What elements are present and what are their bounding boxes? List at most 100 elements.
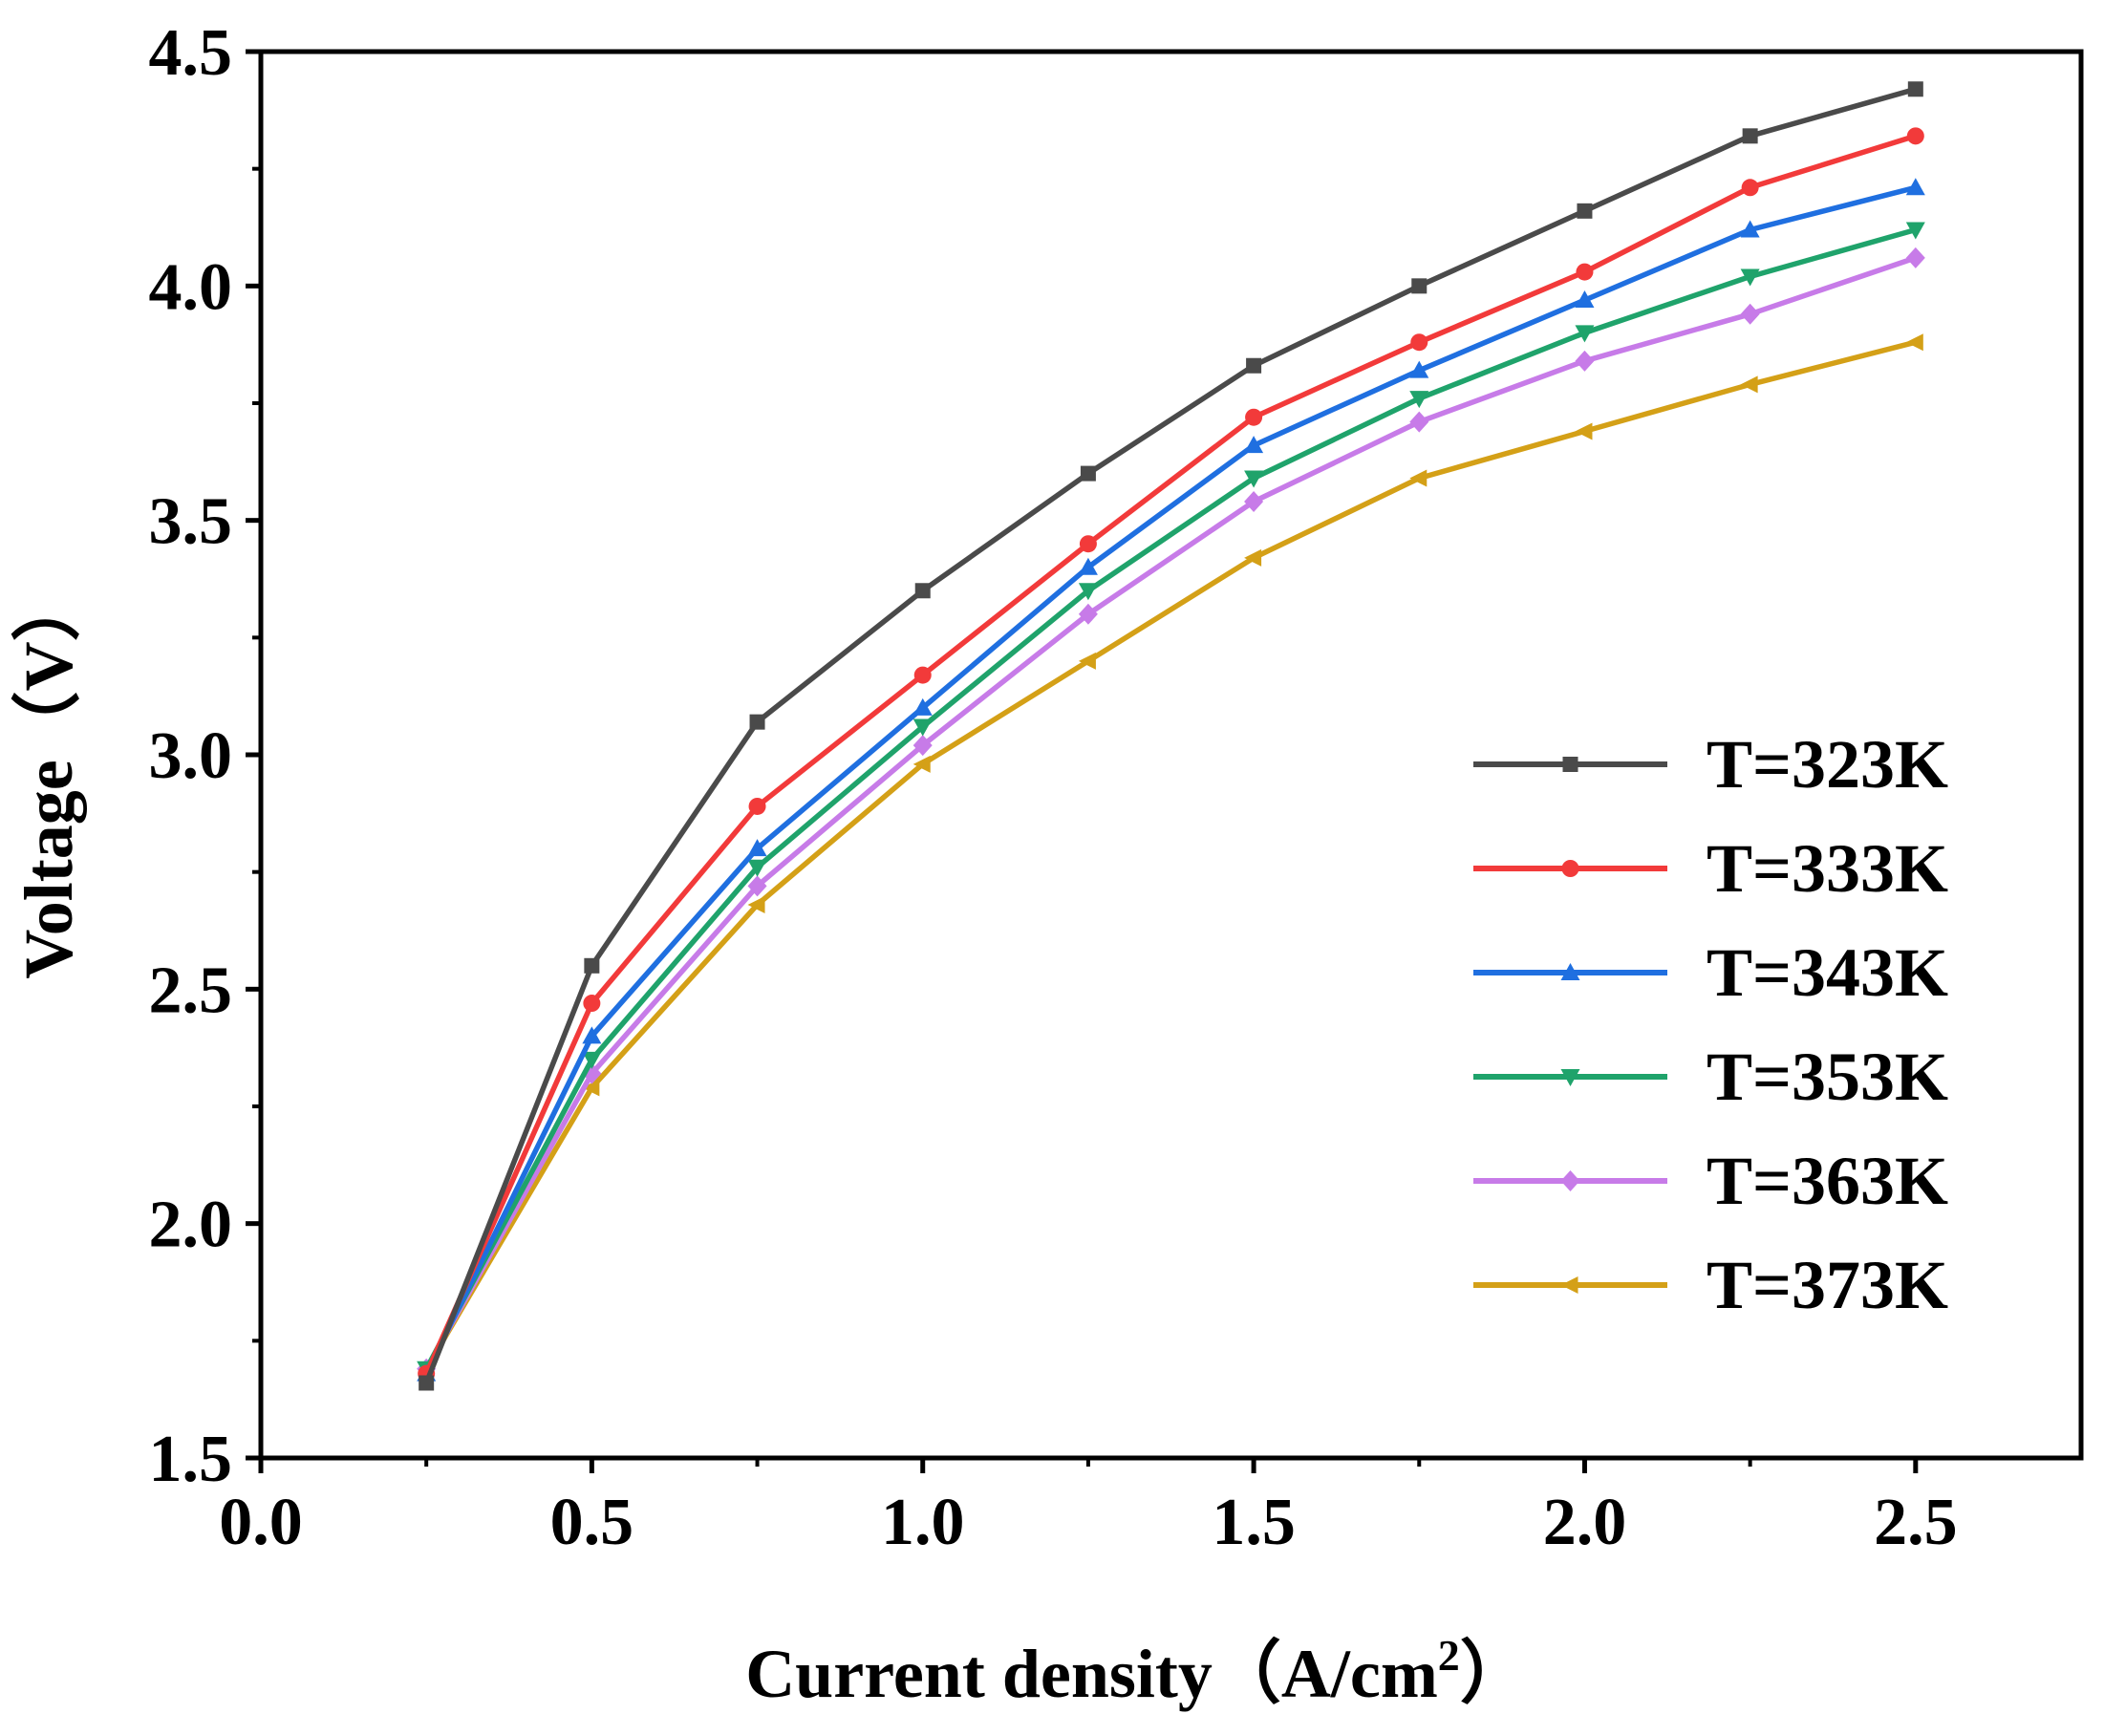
- data-point: [582, 1026, 602, 1044]
- y-axis-title: Voltage（V）: [11, 572, 87, 978]
- legend-label: T=333K: [1707, 830, 1948, 907]
- legend-marker: [1560, 1276, 1578, 1294]
- data-point: [749, 714, 765, 730]
- data-point: [747, 875, 767, 897]
- y-tick-label: 3.0: [149, 719, 233, 793]
- data-point: [1244, 436, 1264, 454]
- data-point: [912, 735, 933, 757]
- series-T=353K: [417, 222, 1925, 1379]
- legend-item: T=363K: [1473, 1143, 1948, 1219]
- legend-item: T=343K: [1473, 934, 1948, 1011]
- legend-label: T=363K: [1707, 1143, 1948, 1219]
- y-tick-label: 3.5: [149, 485, 233, 559]
- data-point: [1078, 652, 1096, 670]
- data-point: [1575, 290, 1595, 309]
- series-line: [423, 339, 1917, 1371]
- data-point: [1078, 583, 1098, 601]
- x-tick-label: 2.0: [1543, 1486, 1627, 1559]
- x-axis-title-close: ）: [1460, 1636, 1529, 1712]
- data-point: [1575, 350, 1595, 372]
- legend-label: T=323K: [1707, 726, 1948, 803]
- legend: T=323K T=333K T=343K T=353K T=363K T=373K: [1473, 726, 1948, 1323]
- series-line: [423, 184, 1917, 1375]
- legend-marker: [1562, 757, 1578, 772]
- x-tick-label: 1.5: [1212, 1486, 1296, 1559]
- legend-item: T=353K: [1473, 1039, 1948, 1115]
- y-tick-label: 1.5: [149, 1423, 233, 1496]
- legend-marker: [1560, 1170, 1580, 1191]
- data-point: [747, 839, 767, 857]
- data-point: [1080, 465, 1096, 482]
- y-tick-label: 2.0: [149, 1189, 233, 1262]
- axes-layer: 0.0 0.5 1.0 1.5 2.0 2.5 1.5 2.0 2.5 3.0 3.5 4.0 4.5: [149, 16, 2084, 1559]
- data-point: [1079, 535, 1097, 553]
- series-T=363K: [417, 246, 1925, 1380]
- data-point: [1078, 603, 1098, 625]
- x-axis-title-unit: （A/cm: [1213, 1636, 1438, 1712]
- data-point: [912, 697, 933, 716]
- data-point: [1246, 357, 1262, 374]
- x-axis-title-sup: 2: [1438, 1631, 1460, 1680]
- legend-label: T=343K: [1707, 934, 1948, 1011]
- legend-marker: [1561, 860, 1579, 877]
- data-point: [913, 666, 932, 684]
- data-point: [1740, 303, 1760, 325]
- data-point: [1410, 333, 1428, 352]
- data-point: [1575, 422, 1593, 440]
- data-point: [1905, 222, 1925, 240]
- y-tick-label: 2.5: [149, 954, 233, 1027]
- data-point: [912, 718, 933, 737]
- data-point: [1411, 278, 1428, 294]
- legend-item: T=333K: [1473, 830, 1948, 907]
- data-point: [1905, 246, 1925, 268]
- legend-label: T=353K: [1707, 1039, 1948, 1115]
- data-point: [1740, 268, 1760, 287]
- series-line: [423, 86, 1917, 1384]
- data-point: [583, 995, 601, 1013]
- x-tick-label: 0.5: [550, 1486, 634, 1559]
- data-point: [1409, 411, 1429, 433]
- data-point: [1409, 391, 1429, 409]
- data-point: [1577, 203, 1593, 219]
- data-point: [1742, 128, 1758, 144]
- data-point: [419, 1375, 435, 1391]
- series-T=373K: [417, 333, 1923, 1378]
- y-tick-label: 4.5: [149, 16, 233, 90]
- data-point: [1245, 408, 1263, 426]
- data-point: [747, 896, 765, 914]
- series-line: [423, 255, 1917, 1371]
- series-line: [423, 226, 1917, 1371]
- data-point: [1409, 469, 1428, 487]
- x-axis-title-main: Current density: [745, 1636, 1213, 1712]
- data-point: [1078, 557, 1098, 575]
- series-line: [423, 133, 1917, 1375]
- y-tick-label: 4.0: [149, 250, 233, 324]
- x-axis-title: Current density（A/cm2）: [745, 1631, 1529, 1712]
- data-point: [912, 755, 931, 773]
- data-point: [1740, 220, 1760, 238]
- data-point: [1244, 491, 1264, 513]
- data-point: [1905, 333, 1923, 352]
- series-T=333K: [418, 127, 1924, 1382]
- data-point: [1906, 127, 1924, 145]
- data-point: [582, 1079, 600, 1097]
- axis-titles: Voltage（V） Current density（A/cm2）: [11, 572, 1529, 1712]
- legend-marker: [1560, 1069, 1580, 1086]
- data-point: [582, 1051, 602, 1069]
- data-point: [584, 957, 600, 974]
- legend-item: T=323K: [1473, 726, 1948, 803]
- data-point: [1905, 178, 1925, 196]
- legend-item: T=373K: [1473, 1247, 1948, 1323]
- data-point: [747, 859, 767, 877]
- x-tick-label: 1.0: [881, 1486, 965, 1559]
- data-point: [1741, 179, 1759, 197]
- data-point: [1907, 81, 1923, 97]
- data-point: [1244, 548, 1262, 567]
- data-point: [1409, 360, 1429, 378]
- legend-marker: [1560, 963, 1580, 980]
- data-point: [1576, 263, 1594, 281]
- x-tick-label: 2.5: [1874, 1486, 1958, 1559]
- data-point: [1740, 375, 1758, 394]
